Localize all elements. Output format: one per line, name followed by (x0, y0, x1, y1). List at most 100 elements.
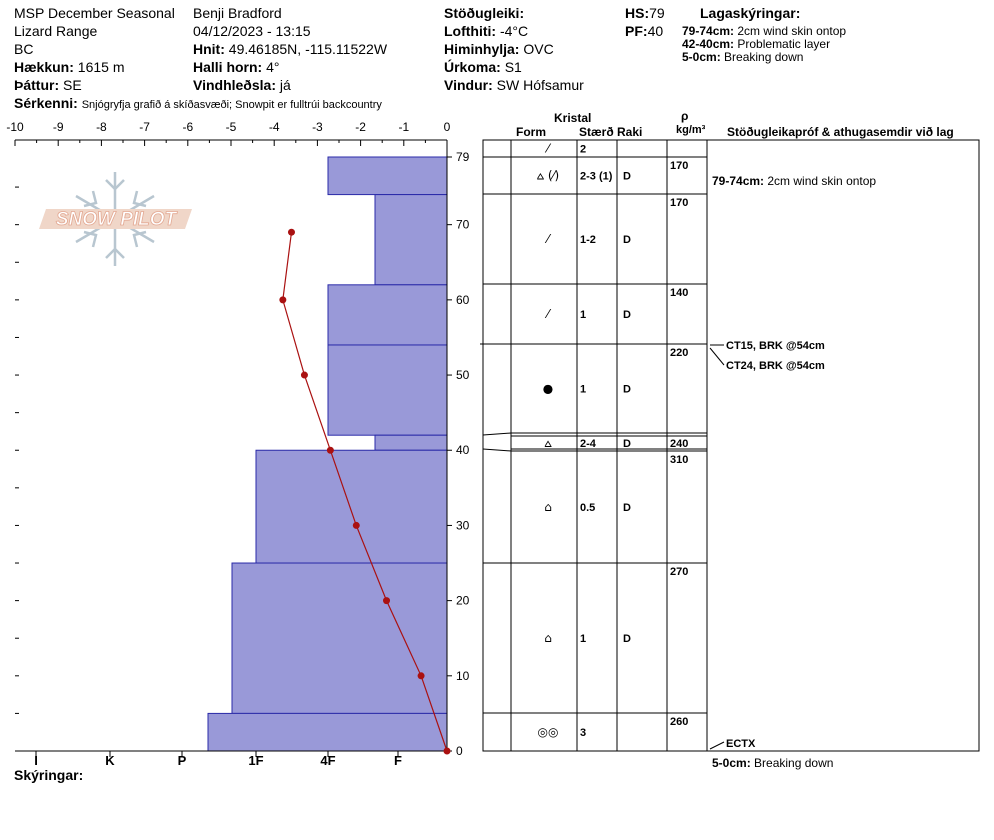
precip-label: Úrkoma: (444, 59, 501, 75)
layer-grain-size: 1 (580, 309, 586, 321)
depth-tick-label: 60 (456, 293, 470, 307)
wind-value: SW Hófsamur (496, 77, 584, 93)
layer-moisture: D (623, 384, 631, 396)
hardness-tick-label: P (178, 753, 187, 768)
wind-loading: Vindhleðsla: já (193, 78, 291, 92)
stability: Stöðugleiki: (444, 6, 524, 20)
observer-name: Benji Bradford (193, 5, 282, 21)
layer-grain-form: ⩟ (544, 436, 552, 450)
temperature-point (326, 446, 334, 454)
temperature-point (300, 371, 308, 379)
layer-density: 170 (670, 160, 688, 172)
temp-tick-label: 0 (444, 120, 451, 134)
slope-angle: Halli horn: 4° (193, 60, 280, 74)
layer-note-text: 2cm wind skin ontop (737, 24, 847, 38)
stability-label: Stöðugleiki: (444, 5, 525, 21)
layer-density: 270 (670, 566, 688, 578)
table-frame (482, 139, 980, 752)
site-name: MSP December Seasonal (14, 5, 175, 21)
crystal-header: Kristal (554, 111, 592, 125)
temp-tick-label: -10 (6, 120, 24, 134)
depth-tick-label: 10 (456, 669, 470, 683)
temp-tick-label: -5 (226, 120, 237, 134)
layer-note: 79-74cm: 2cm wind skin ontop (682, 25, 846, 37)
layer-grain-size: 2 (580, 144, 586, 156)
layer-grain-size: 2-4 (580, 438, 597, 450)
depth-tick-label: 70 (456, 218, 470, 232)
layer-note: 42-40cm: Problematic layer (682, 38, 830, 50)
layer-comment-range: 79-74cm: (712, 174, 767, 188)
wind-load-value: já (279, 77, 291, 93)
temperature-point (417, 672, 425, 680)
elevation-label: Hækkun: (14, 59, 74, 75)
layer-density: 220 (670, 347, 688, 359)
temp-tick-label: -3 (312, 120, 323, 134)
layer-grain-size: 3 (580, 727, 586, 739)
moisture-header: Raki (617, 125, 643, 139)
wind: Vindur: SW Hófsamur (444, 78, 584, 92)
temperature-line (282, 232, 448, 752)
layer-connector (482, 432, 707, 436)
layer-grain-size: 1-2 (580, 234, 596, 246)
depth-tick-label: 30 (456, 518, 470, 532)
aspect-value: SE (63, 77, 82, 93)
layer-density: 260 (670, 716, 688, 728)
temperature-point (443, 747, 451, 755)
region-name: BC (14, 41, 34, 57)
temp-tick-label: -1 (398, 120, 409, 134)
slope-value: 4° (266, 59, 280, 75)
layer-comment-range: 5-0cm: (712, 756, 754, 770)
hardness-bar (207, 712, 448, 752)
hs-value: 79 (649, 5, 665, 21)
rho-header: ρ (681, 109, 689, 123)
specifics-value: Snjógryfja grafið á skíðasvæði; Snowpit … (81, 99, 382, 111)
layer-moisture: D (623, 633, 631, 645)
layer-note-text: Breaking down (724, 50, 804, 64)
hardness-bar (327, 344, 448, 436)
temperature-point (383, 597, 391, 605)
elevation: Hækkun: 1615 m (14, 60, 125, 74)
layer-note-range: 79-74cm: (682, 24, 735, 38)
layer-moisture: D (623, 309, 631, 321)
stability-tests: 79-74cm: 2cm wind skin ontop CT15, BRK @5… (709, 174, 876, 770)
layer-grain-size: 1 (580, 633, 586, 645)
temp-tick-label: -4 (269, 120, 280, 134)
stability-header: Stöðugleikapróf & athugasemdir við lag (727, 125, 954, 139)
layer-note-range: 42-40cm: (682, 37, 735, 51)
pf-value: 40 (647, 23, 664, 39)
layer-note-text: Problematic layer (737, 37, 831, 51)
layer-density: 240 (670, 438, 688, 450)
layer-grain-size: 2-3 (1) (580, 171, 613, 183)
hardness-bar (374, 434, 448, 451)
depth-tick-label: 50 (456, 368, 470, 382)
hardness-tick-label: K (105, 753, 115, 768)
layer-density: 310 (670, 454, 688, 466)
hs-label: HS: (625, 5, 650, 21)
depth-tick-label: 0 (456, 744, 463, 758)
temperature-profile (279, 228, 451, 755)
layer-connector (482, 448, 707, 452)
wind-label: Vindur: (444, 77, 493, 93)
stability-test-pointer (709, 347, 725, 366)
layer-note: 5-0cm: Breaking down (682, 51, 803, 63)
temp-tick-label: -7 (139, 120, 150, 134)
depth-tick-label: 79 (456, 150, 470, 164)
layer-comment-text: Breaking down (754, 756, 833, 770)
temp-tick-label: -2 (355, 120, 366, 134)
temp-tick-label: -8 (96, 120, 107, 134)
layer-grain-form: ◎◎ (538, 725, 559, 739)
specifics-label: Sérkenni: (14, 95, 78, 111)
hardness-tick-label: 1F (248, 753, 263, 768)
hardness-bars (207, 156, 448, 752)
layer-moisture: D (623, 171, 631, 183)
layer-notes-title: Lagaskýringar: (700, 5, 801, 21)
temperature-point (287, 228, 295, 236)
logo-text: SNOW PILOT (56, 209, 178, 230)
temperature-point (352, 521, 360, 529)
layer-grain-form: ⩟ (⁄) (537, 169, 559, 183)
temperature-point (279, 296, 287, 304)
layer-grain-size: 1 (580, 384, 586, 396)
layer-grain-form: ⁄ (544, 307, 552, 321)
layer-grain-form: ⁄ (544, 232, 552, 246)
